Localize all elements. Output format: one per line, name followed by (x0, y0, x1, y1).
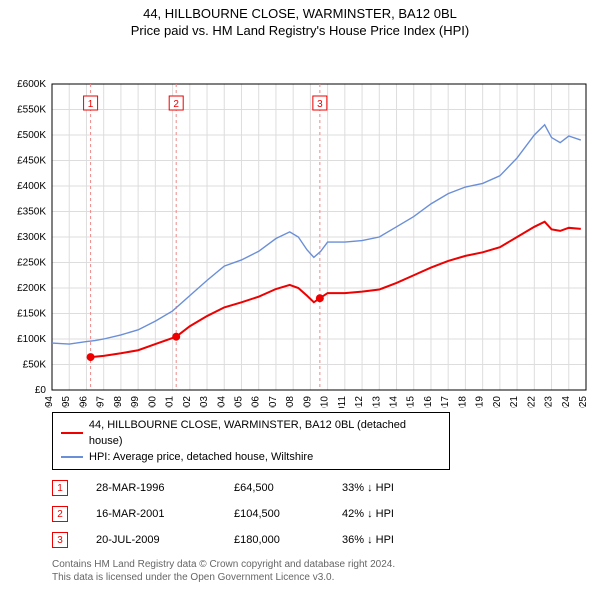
transaction-pct: 42% ↓ HPI (342, 508, 432, 520)
svg-text:£500K: £500K (17, 130, 46, 141)
svg-text:£400K: £400K (17, 181, 46, 192)
svg-text:2007: 2007 (268, 396, 279, 408)
svg-text:£250K: £250K (17, 258, 46, 269)
svg-text:3: 3 (317, 99, 323, 110)
legend-label: 44, HILLBOURNE CLOSE, WARMINSTER, BA12 0… (89, 417, 441, 449)
svg-text:2004: 2004 (216, 396, 227, 408)
chart-container: 44, HILLBOURNE CLOSE, WARMINSTER, BA12 0… (0, 0, 600, 584)
transaction-badge: 1 (52, 480, 68, 496)
svg-text:2005: 2005 (233, 396, 244, 408)
svg-text:2001: 2001 (165, 396, 176, 408)
svg-text:1: 1 (88, 99, 94, 110)
svg-text:£450K: £450K (17, 156, 46, 167)
svg-text:£200K: £200K (17, 283, 46, 294)
footer-line1: Contains HM Land Registry data © Crown c… (52, 558, 600, 571)
svg-text:2003: 2003 (199, 396, 210, 408)
svg-text:2011: 2011 (337, 396, 348, 408)
svg-text:2016: 2016 (423, 396, 434, 408)
transaction-price: £64,500 (234, 482, 314, 494)
svg-text:£0: £0 (35, 385, 47, 396)
footer-line2: This data is licensed under the Open Gov… (52, 571, 600, 584)
svg-text:£100K: £100K (17, 334, 46, 345)
svg-text:1999: 1999 (130, 396, 141, 408)
svg-text:2006: 2006 (251, 396, 262, 408)
legend-swatch (61, 432, 83, 434)
svg-text:1995: 1995 (61, 396, 72, 408)
svg-text:2019: 2019 (475, 396, 486, 408)
transaction-row: 1 28-MAR-1996 £64,500 33% ↓ HPI (52, 480, 600, 496)
svg-text:2010: 2010 (320, 396, 331, 408)
svg-text:1994: 1994 (44, 396, 55, 408)
svg-text:£300K: £300K (17, 232, 46, 243)
legend-label: HPI: Average price, detached house, Wilt… (89, 449, 313, 465)
svg-text:£600K: £600K (17, 79, 46, 90)
svg-text:2024: 2024 (561, 396, 572, 408)
svg-text:2023: 2023 (544, 396, 555, 408)
svg-text:2012: 2012 (354, 396, 365, 408)
svg-text:2015: 2015 (406, 396, 417, 408)
transaction-row: 2 16-MAR-2001 £104,500 42% ↓ HPI (52, 506, 600, 522)
transaction-date: 20-JUL-2009 (96, 534, 206, 546)
svg-text:2018: 2018 (457, 396, 468, 408)
transaction-date: 28-MAR-1996 (96, 482, 206, 494)
transaction-table: 1 28-MAR-1996 £64,500 33% ↓ HPI 2 16-MAR-2001… (52, 480, 600, 548)
transaction-price: £180,000 (234, 534, 314, 546)
transaction-pct: 33% ↓ HPI (342, 482, 432, 494)
svg-text:2009: 2009 (302, 396, 313, 408)
transaction-price: £104,500 (234, 508, 314, 520)
title-line1: 44, HILLBOURNE CLOSE, WARMINSTER, BA12 0… (0, 6, 600, 21)
title-block: 44, HILLBOURNE CLOSE, WARMINSTER, BA12 0… (0, 0, 600, 38)
svg-text:2: 2 (173, 99, 179, 110)
transaction-date: 16-MAR-2001 (96, 508, 206, 520)
svg-text:2025: 2025 (578, 396, 589, 408)
svg-text:2017: 2017 (440, 396, 451, 408)
transaction-badge: 2 (52, 506, 68, 522)
price-chart: £0 £50K £100K £150K £200K £250K £300K £350K £400… (0, 38, 600, 408)
svg-text:£150K: £150K (17, 309, 46, 320)
svg-text:£50K: £50K (23, 360, 47, 371)
svg-text:2022: 2022 (526, 396, 537, 408)
svg-text:2008: 2008 (285, 396, 296, 408)
svg-text:2013: 2013 (371, 396, 382, 408)
svg-text:2021: 2021 (509, 396, 520, 408)
svg-text:£350K: £350K (17, 207, 46, 218)
svg-text:2002: 2002 (182, 396, 193, 408)
svg-text:1997: 1997 (96, 396, 107, 408)
svg-text:1996: 1996 (78, 396, 89, 408)
legend-row: 44, HILLBOURNE CLOSE, WARMINSTER, BA12 0… (61, 417, 441, 449)
transaction-pct: 36% ↓ HPI (342, 534, 432, 546)
legend-swatch (61, 456, 83, 458)
footer-note: Contains HM Land Registry data © Crown c… (52, 558, 600, 584)
legend: 44, HILLBOURNE CLOSE, WARMINSTER, BA12 0… (52, 412, 450, 470)
svg-text:2020: 2020 (492, 396, 503, 408)
title-line2: Price paid vs. HM Land Registry's House … (0, 23, 600, 38)
legend-row: HPI: Average price, detached house, Wilt… (61, 449, 441, 465)
transaction-row: 3 20-JUL-2009 £180,000 36% ↓ HPI (52, 532, 600, 548)
svg-text:2000: 2000 (147, 396, 158, 408)
transaction-badge: 3 (52, 532, 68, 548)
svg-text:£550K: £550K (17, 105, 46, 116)
svg-text:1998: 1998 (113, 396, 124, 408)
svg-text:2014: 2014 (389, 396, 400, 408)
